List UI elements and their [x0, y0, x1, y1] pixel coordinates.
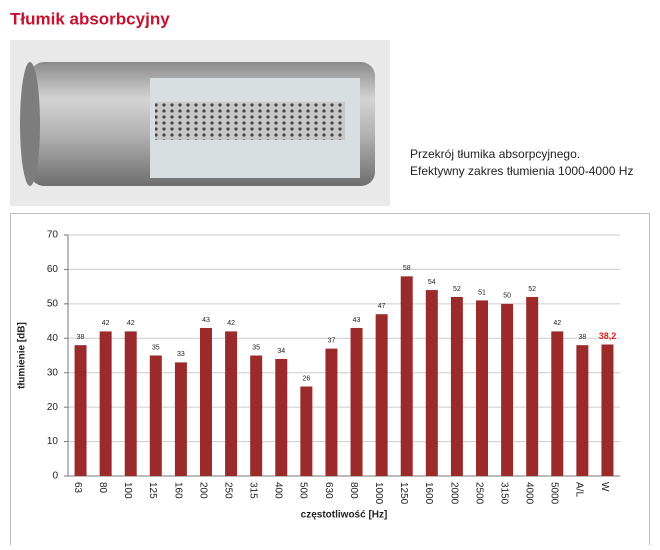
- bar: [200, 327, 212, 476]
- x-tick-label: 160: [172, 482, 183, 499]
- value-label: 43: [353, 317, 361, 324]
- value-label: 47: [378, 303, 386, 310]
- x-tick-label: 100: [122, 482, 133, 499]
- value-label: 50: [503, 293, 511, 300]
- y-tick-label: 40: [47, 333, 59, 344]
- value-label: 35: [252, 344, 260, 351]
- x-tick-label: 500: [298, 482, 309, 499]
- x-tick-label: 200: [197, 482, 208, 499]
- value-label: 52: [453, 286, 461, 293]
- bar: [400, 276, 413, 476]
- value-label: 58: [403, 265, 411, 272]
- x-tick-label: 63: [72, 482, 83, 494]
- x-tick-label: 1250: [398, 482, 409, 505]
- x-tick-label: 125: [147, 482, 158, 499]
- caption-line: Efektywny zakres tłumienia 1000-4000 Hz: [410, 164, 633, 178]
- bar: [350, 327, 363, 476]
- y-tick-label: 0: [52, 471, 58, 482]
- value-label: 38: [578, 334, 586, 341]
- bar: [576, 345, 589, 476]
- y-tick-label: 70: [47, 230, 59, 241]
- y-axis-title: tłumienie [dB]: [17, 322, 28, 389]
- x-tick-label: A/L: [574, 482, 585, 497]
- bar: [476, 300, 488, 476]
- value-label: 26: [302, 375, 310, 382]
- x-tick-label: 315: [248, 482, 259, 499]
- y-tick-label: 50: [47, 298, 59, 309]
- bar: [225, 331, 238, 476]
- x-tick-label: W: [599, 482, 610, 492]
- bar: [425, 290, 438, 476]
- x-tick-label: 3150: [498, 482, 509, 505]
- value-label: 42: [102, 320, 110, 327]
- bar: [526, 296, 539, 476]
- page-title: Tłumik absorbcyjny: [10, 9, 170, 28]
- bar: [124, 331, 137, 476]
- x-tick-label: 800: [348, 482, 359, 499]
- value-label: 52: [528, 286, 536, 293]
- y-tick-label: 30: [47, 367, 59, 378]
- y-tick-label: 20: [47, 402, 59, 413]
- x-tick-label: 4000: [524, 482, 535, 505]
- x-tick-label: 630: [323, 482, 334, 499]
- bar: [149, 355, 162, 476]
- y-tick-label: 10: [47, 436, 59, 447]
- x-tick-label: 400: [273, 482, 284, 499]
- bar: [501, 303, 514, 476]
- x-tick-label: 250: [222, 482, 233, 499]
- x-tick-label: 5000: [549, 482, 560, 505]
- x-tick-label: 2000: [448, 482, 459, 505]
- value-label: 37: [328, 337, 336, 344]
- value-label: 51: [478, 289, 486, 296]
- value-label: 38,2: [599, 331, 617, 341]
- value-label: 42: [127, 320, 135, 327]
- bar: [250, 355, 263, 476]
- x-tick-label: 80: [97, 482, 108, 494]
- bar: [275, 358, 288, 476]
- bar: [99, 331, 112, 476]
- bar: [300, 386, 313, 476]
- photo: [10, 40, 390, 206]
- bar: [325, 348, 338, 476]
- bar: [375, 314, 388, 476]
- value-label: 54: [428, 279, 436, 286]
- chart: 0 10 20 30 40 50 60 70 tłumienie [dB] częstotliwo…: [17, 230, 620, 521]
- bar: [174, 362, 187, 476]
- value-label: 42: [227, 320, 235, 327]
- x-tick-label: 2500: [473, 482, 484, 505]
- bar: [551, 331, 564, 476]
- value-label: 34: [277, 348, 285, 355]
- x-tick-label: 1600: [423, 482, 434, 505]
- value-label: 38: [77, 334, 85, 341]
- value-label: 33: [177, 351, 185, 358]
- y-tick-label: 60: [47, 264, 59, 275]
- value-label: 42: [553, 320, 561, 327]
- bar: [601, 344, 614, 476]
- caption-line: Przekrój tłumika absorpcyjnego.: [410, 147, 580, 161]
- value-label: 43: [202, 317, 210, 324]
- bar: [450, 296, 463, 476]
- value-label: 35: [152, 344, 160, 351]
- x-tick-label: 1000: [373, 482, 384, 505]
- x-axis-title: częstotliwość [Hz]: [301, 510, 388, 521]
- bar: [74, 345, 87, 476]
